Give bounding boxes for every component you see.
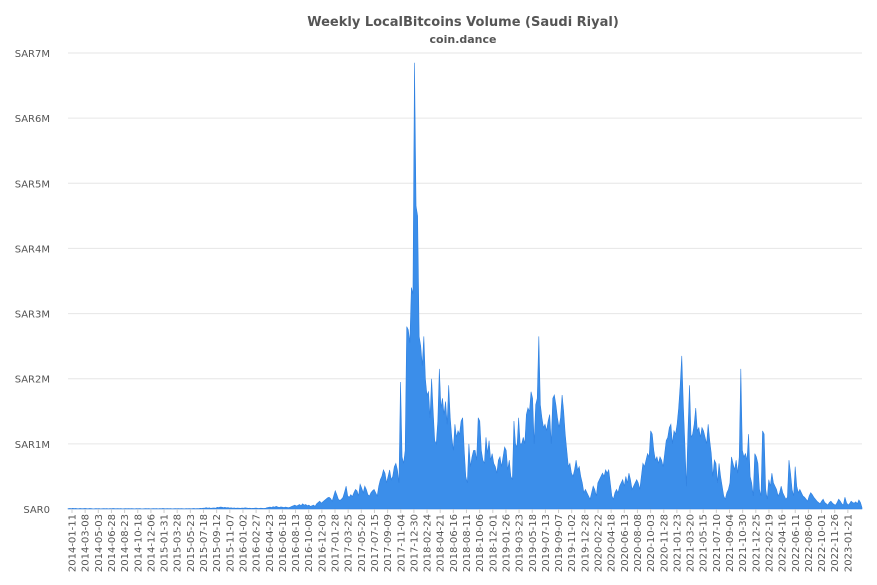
x-tick-label: 2018-10-06 [475,514,486,572]
x-tick-label: 2014-05-03 [94,514,105,572]
x-tick-label: 2022-04-16 [778,514,789,572]
chart-title: Weekly LocalBitcoins Volume (Saudi Riyal… [307,15,619,30]
x-tick-label: 2021-01-23 [672,514,683,572]
x-tick-label: 2018-06-16 [449,514,460,572]
x-tick-label: 2021-07-10 [712,514,723,572]
x-tick-label: 2015-05-23 [186,514,197,572]
gridlines [68,52,862,510]
x-tick-label: 2017-05-20 [357,514,368,572]
x-tick-label: 2019-11-02 [567,514,578,572]
x-tick-label: 2019-01-26 [501,514,512,572]
x-axis: 2014-01-11 2014-03-08 2014-05-03 2014-06-28… [68,509,854,572]
x-tick-label: 2018-08-11 [462,514,473,572]
y-tick-label: SAR5M [15,179,50,190]
y-tick-label: SAR6M [15,114,50,125]
x-tick-label: 2020-08-08 [633,514,644,572]
y-tick-label: SAR2M [15,375,50,386]
y-tick-label: SAR0 [23,505,50,516]
x-tick-label: 2020-04-18 [607,514,618,572]
x-tick-label: 2021-05-15 [699,514,710,572]
x-tick-label: 2014-06-28 [107,514,118,572]
x-tick-label: 2015-09-12 [212,514,223,572]
x-tick-label: 2019-07-13 [541,514,552,572]
x-tick-label: 2015-03-28 [173,514,184,572]
x-tick-label: 2017-07-15 [370,514,381,572]
x-tick-label: 2021-10-30 [738,514,749,572]
x-tick-label: 2022-11-26 [830,514,841,572]
x-tick-label: 2021-03-20 [686,514,697,572]
x-tick-label: 2016-10-08 [304,514,315,572]
y-axis: SAR0 SAR1M SAR2M SAR3M SAR4M SAR5M SAR6M SAR7M [15,49,50,516]
x-tick-label: 2017-09-09 [383,514,394,572]
x-tick-label: 2020-06-13 [620,514,631,572]
x-tick-label: 2014-01-11 [68,514,79,572]
x-tick-label: 2019-12-28 [580,514,591,572]
x-tick-label: 2021-12-25 [751,514,762,572]
x-tick-label: 2018-02-24 [423,514,434,572]
x-tick-label: 2019-09-07 [554,514,565,572]
x-tick-label: 2017-03-25 [344,514,355,572]
area-series [67,62,863,510]
x-tick-label: 2020-11-28 [659,514,670,572]
y-tick-label: SAR7M [15,49,50,60]
chart-subtitle: coin.dance [430,33,497,46]
y-tick-label: SAR1M [15,440,50,451]
x-tick-label: 2016-04-23 [265,514,276,572]
x-tick-label: 2014-08-23 [120,514,131,572]
y-tick-label: SAR4M [15,244,50,255]
x-tick-label: 2016-12-03 [317,514,328,572]
x-tick-label: 2019-05-18 [528,514,539,572]
x-tick-label: 2023-01-21 [843,514,854,572]
x-tick-label: 2015-01-31 [160,514,171,572]
x-tick-label: 2022-02-19 [764,514,775,572]
x-tick-label: 2014-10-18 [133,514,144,572]
x-tick-label: 2020-02-22 [594,514,605,572]
x-tick-label: 2016-08-13 [291,514,302,572]
x-tick-label: 2016-02-27 [252,514,263,572]
x-tick-label: 2019-03-23 [515,514,526,572]
x-tick-label: 2016-06-18 [278,514,289,572]
x-tick-label: 2017-12-30 [409,514,420,572]
y-tick-label: SAR3M [15,310,50,321]
x-tick-label: 2018-04-21 [436,514,447,572]
x-tick-label: 2021-09-04 [725,514,736,572]
x-tick-label: 2017-11-04 [396,514,407,572]
x-tick-label: 2016-01-02 [238,514,249,572]
x-tick-label: 2015-07-18 [199,514,210,572]
x-tick-label: 2014-12-06 [146,514,157,572]
plot-area [67,62,863,510]
x-tick-label: 2022-10-01 [817,514,828,572]
x-tick-label: 2022-06-11 [791,514,802,572]
x-tick-label: 2015-11-07 [225,514,236,572]
x-tick-label: 2017-01-28 [331,514,342,572]
x-tick-label: 2014-03-08 [81,514,92,572]
x-tick-label: 2018-12-01 [488,514,499,572]
x-tick-label: 2020-10-03 [646,514,657,572]
x-tick-label: 2022-08-06 [804,514,815,572]
